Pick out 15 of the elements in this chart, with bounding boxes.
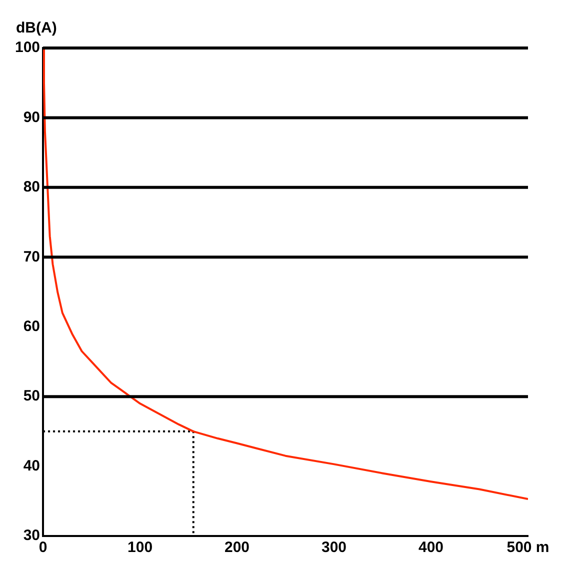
y-tick-label: 90 [23, 108, 40, 126]
y-axis-title: dB(A) [16, 20, 57, 37]
y-tick-label: 60 [23, 318, 40, 335]
y-tick-label: 70 [23, 248, 40, 266]
x-tick-label: 200 [224, 539, 250, 556]
y-tick-label: 100 [14, 39, 40, 56]
x-tick-label: 300 [321, 539, 347, 556]
y-tick-label: 80 [23, 178, 40, 196]
y-tick-label: 30 [23, 527, 40, 544]
x-tick-label: 500 m [506, 539, 550, 556]
y-tick-label: 50 [23, 388, 40, 405]
x-tick-label: 400 [418, 539, 444, 556]
y-tick-label: 40 [23, 457, 40, 474]
x-tick-label: 100 [128, 539, 153, 556]
x-tick-label: 0 [38, 539, 48, 556]
